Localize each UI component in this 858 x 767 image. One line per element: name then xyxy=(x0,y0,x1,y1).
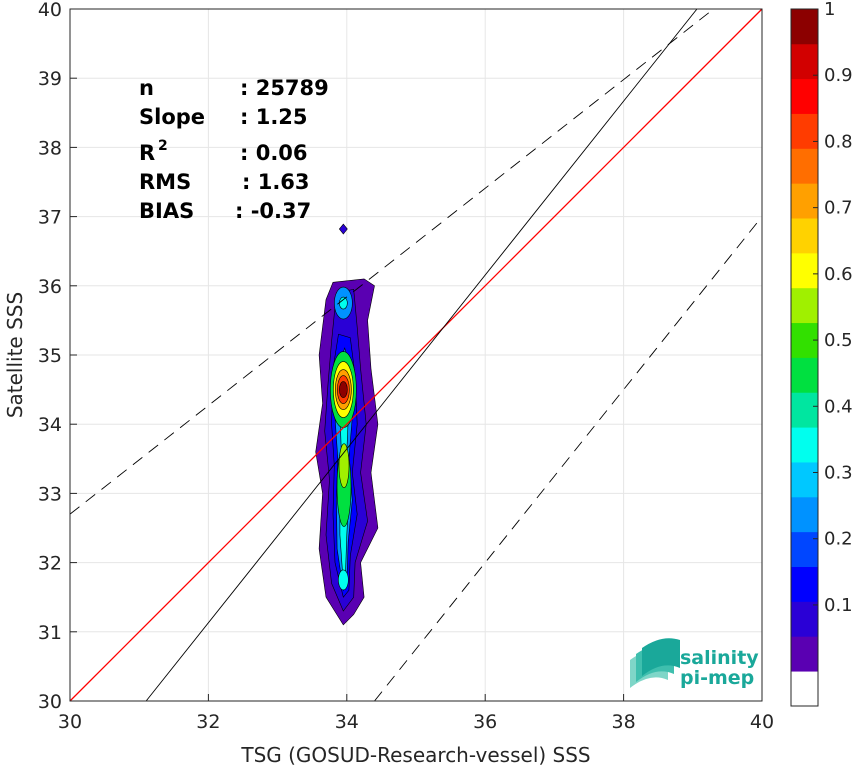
contour-level-7 xyxy=(338,443,350,489)
stat-value: : 1.25 xyxy=(240,105,308,129)
x-tick-label: 40 xyxy=(750,711,774,733)
colorbar-tick-label: 0.1 xyxy=(824,595,853,616)
colorbar-band xyxy=(791,43,818,80)
y-tick-label: 39 xyxy=(38,68,62,90)
colorbar-band xyxy=(791,252,818,289)
colorbar-band xyxy=(791,636,818,672)
stat-value: : 1.63 xyxy=(242,170,310,194)
x-tick-label: 30 xyxy=(58,711,82,733)
x-tick-label: 32 xyxy=(196,711,220,733)
y-tick-label: 36 xyxy=(38,276,62,298)
y-tick-label: 32 xyxy=(38,553,62,575)
colorbar-tick-label: 0.7 xyxy=(824,198,853,219)
x-axis-ticks: 30 32 34 36 38 40 xyxy=(58,694,774,733)
lower-bound-line xyxy=(374,216,763,702)
contour-top-lobe-inner xyxy=(339,296,348,310)
colorbar-tick-label: 0.9 xyxy=(824,65,853,86)
y-tick-label: 34 xyxy=(38,414,62,436)
stat-label: R xyxy=(139,141,155,165)
y-tick-label: 38 xyxy=(38,137,62,159)
colorbar-band xyxy=(791,427,818,463)
colorbar-tick-label: 1 xyxy=(824,0,835,20)
y-tick-label: 35 xyxy=(38,345,62,367)
stat-label: RMS xyxy=(139,170,191,194)
stat-value: : 25789 xyxy=(240,76,329,100)
stat-label: n xyxy=(139,76,154,100)
colorbar-band xyxy=(791,113,818,149)
stat-value: : 0.06 xyxy=(240,141,308,165)
regression-line xyxy=(145,8,698,702)
density-contours xyxy=(315,223,379,626)
y-axis-label: Satellite SSS xyxy=(3,292,27,418)
y-tick-label: 33 xyxy=(38,483,62,505)
colorbar-band xyxy=(791,148,818,184)
colorbar-band xyxy=(791,357,818,393)
colorbar-band xyxy=(791,9,818,45)
stat-label: BIAS xyxy=(139,199,194,223)
colorbar-band xyxy=(791,392,818,428)
x-tick-label: 38 xyxy=(612,711,636,733)
stat-label-superscript: 2 xyxy=(158,138,168,154)
colorbar-band xyxy=(791,671,818,707)
y-tick-label: 30 xyxy=(38,691,62,713)
colorbar-band xyxy=(791,462,818,498)
stat-value: : -0.37 xyxy=(235,199,311,223)
statistics-block: n : 25789 Slope : 1.25 R 2 : 0.06 RMS : 1.63 BIAS… xyxy=(139,76,329,223)
colorbar-band xyxy=(791,78,818,114)
colorbar: 0.1 0.2 0.3 0.4 0.5 0.6 0.7 0.8 0.9 1 xyxy=(790,0,853,707)
contour-bottom-lobe xyxy=(338,569,349,591)
logo-line1: salinity xyxy=(680,647,759,669)
colorbar-band xyxy=(791,601,818,637)
reference-lines xyxy=(69,8,763,702)
outlier-point xyxy=(338,223,348,235)
x-tick-label: 36 xyxy=(473,711,497,733)
y-tick-label: 37 xyxy=(38,207,62,229)
colorbar-band xyxy=(791,566,818,602)
colorbar-band xyxy=(791,531,818,567)
colorbar-tick-label: 0.3 xyxy=(824,463,853,484)
upper-bound-line xyxy=(69,8,714,515)
colorbar-tick-label: 0.8 xyxy=(824,131,853,152)
colorbar-tick-label: 0.4 xyxy=(824,396,853,417)
logo-line2: pi-mep xyxy=(680,667,754,689)
colorbar-tick-label: 0.5 xyxy=(824,330,853,351)
contour-level-12 xyxy=(339,381,348,398)
colorbar-tick-label: 0.6 xyxy=(824,264,853,285)
colorbar-band xyxy=(791,496,818,533)
salinity-pi-mep-logo: salinity pi-mep xyxy=(630,638,759,689)
colorbar-frame xyxy=(790,8,819,707)
y-tick-label: 40 xyxy=(38,0,62,21)
one-to-one-line xyxy=(69,8,763,702)
logo-wave-icon xyxy=(630,638,680,688)
y-tick-label: 31 xyxy=(38,622,62,644)
colorbar-tick-label: 0.2 xyxy=(824,529,853,550)
stat-label: Slope xyxy=(139,105,205,129)
y-axis-ticks: 30 31 32 33 34 35 36 37 38 39 40 xyxy=(38,0,77,713)
colorbar-band xyxy=(791,183,818,219)
colorbar-band xyxy=(791,287,818,324)
x-axis-label: TSG (GOSUD-Research-vessel) SSS xyxy=(240,743,590,767)
colorbar-band xyxy=(791,218,818,254)
x-tick-label: 34 xyxy=(335,711,359,733)
